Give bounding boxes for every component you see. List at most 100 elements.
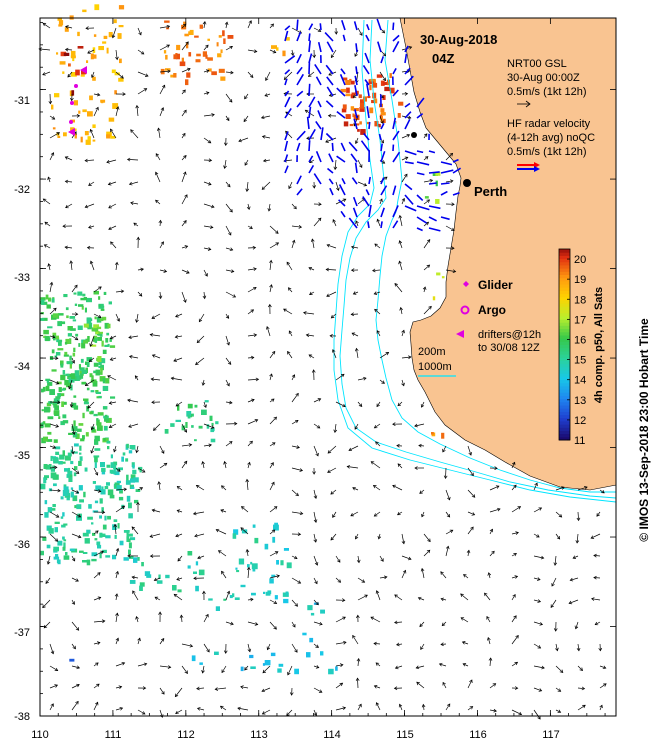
- colorbar-swatch: [559, 414, 570, 419]
- sst-cell: [306, 652, 311, 658]
- sst-cell: [41, 299, 45, 305]
- hf-vector: [452, 158, 459, 163]
- sst-cell: [105, 338, 109, 343]
- current-arrow: [533, 643, 542, 649]
- hf-vector: [416, 97, 425, 108]
- sst-cell: [70, 55, 76, 59]
- current-arrow: [47, 263, 51, 271]
- current-arrow: [176, 577, 183, 581]
- current-arrow: [575, 533, 580, 544]
- sst-cell: [58, 387, 62, 393]
- current-arrow: [416, 681, 425, 689]
- sst-cell: [77, 46, 84, 49]
- sst-cell: [80, 438, 85, 442]
- current-arrow: [93, 701, 99, 711]
- current-arrow: [511, 575, 519, 579]
- legend-drifter-icon: [456, 330, 464, 338]
- sst-cell: [185, 79, 189, 86]
- sst-cell: [251, 563, 258, 570]
- sst-cell: [41, 388, 44, 393]
- current-arrow: [201, 379, 206, 386]
- sst-cell: [187, 403, 193, 409]
- sst-cell: [345, 80, 351, 85]
- current-arrow: [374, 308, 381, 315]
- sst-cell: [59, 393, 65, 397]
- sst-cell: [53, 439, 58, 443]
- sst-cell: [102, 385, 109, 391]
- sst-cell: [193, 571, 197, 574]
- hf-vector: [352, 196, 358, 207]
- sst-cell: [114, 482, 120, 488]
- legend-hf-line1: HF radar velocity: [507, 118, 591, 130]
- sst-cell: [90, 379, 97, 383]
- current-arrow: [379, 352, 390, 359]
- sst-cell: [72, 495, 78, 502]
- current-arrow: [224, 21, 229, 29]
- current-arrow: [151, 400, 161, 405]
- current-arrow: [591, 597, 601, 601]
- sst-cell: [78, 423, 84, 426]
- current-arrow: [373, 641, 381, 646]
- current-arrow: [599, 683, 607, 689]
- current-arrow: [373, 685, 381, 689]
- sst-cell: [134, 499, 139, 504]
- current-arrow: [376, 330, 381, 337]
- current-arrow: [132, 590, 139, 601]
- sst-cell: [53, 483, 57, 487]
- current-arrow: [225, 421, 238, 426]
- current-arrow: [175, 533, 183, 538]
- legend-glider-icon: [463, 281, 469, 287]
- sst-cell: [78, 343, 81, 347]
- sst-cell: [106, 47, 109, 54]
- y-tick-label: -31: [14, 95, 30, 107]
- current-arrow: [576, 511, 581, 522]
- current-arrow: [553, 621, 558, 632]
- current-arrow: [159, 44, 171, 51]
- hf-vector: [317, 110, 322, 119]
- current-arrow: [357, 159, 363, 169]
- sst-cell: [106, 440, 111, 444]
- sst-cell: [207, 38, 210, 41]
- hf-vector: [317, 42, 322, 53]
- current-arrow: [49, 307, 57, 315]
- sst-cell: [73, 292, 77, 295]
- sst-cell: [43, 329, 49, 335]
- sst-cell: [74, 466, 78, 470]
- current-arrow: [247, 49, 258, 54]
- current-arrow: [357, 577, 366, 583]
- sst-cell: [195, 561, 199, 566]
- colorbar-swatch: [559, 385, 570, 390]
- sst-cell: [283, 548, 289, 551]
- current-arrow: [247, 398, 255, 403]
- hf-radar-vectors: [284, 18, 462, 232]
- current-arrow: [49, 511, 60, 518]
- current-arrow: [220, 509, 227, 513]
- sst-cell: [62, 546, 66, 551]
- sst-cell: [43, 436, 48, 442]
- sst-cell: [229, 595, 233, 599]
- sst-cell: [72, 431, 78, 438]
- current-arrow: [555, 486, 565, 491]
- sst-cell: [95, 390, 99, 393]
- sst-cell: [61, 388, 66, 391]
- current-arrow: [87, 401, 95, 409]
- sst-cell: [90, 344, 97, 347]
- current-arrow: [423, 133, 428, 139]
- current-arrow: [154, 171, 161, 183]
- current-arrow: [225, 45, 233, 51]
- current-arrow: [181, 109, 187, 117]
- current-arrow: [71, 312, 79, 316]
- hf-vector: [308, 140, 311, 152]
- sst-cell: [144, 571, 151, 576]
- sst-cell: [128, 513, 133, 519]
- current-arrow: [215, 528, 227, 535]
- sst-cell: [109, 469, 114, 474]
- current-arrow: [115, 487, 128, 492]
- current-arrow: [49, 423, 60, 428]
- sst-cell: [441, 432, 445, 439]
- hf-vector: [308, 40, 311, 53]
- sst-cell: [82, 293, 86, 297]
- hf-vector: [355, 43, 358, 53]
- sst-cell: [56, 381, 62, 385]
- current-arrow: [598, 643, 603, 652]
